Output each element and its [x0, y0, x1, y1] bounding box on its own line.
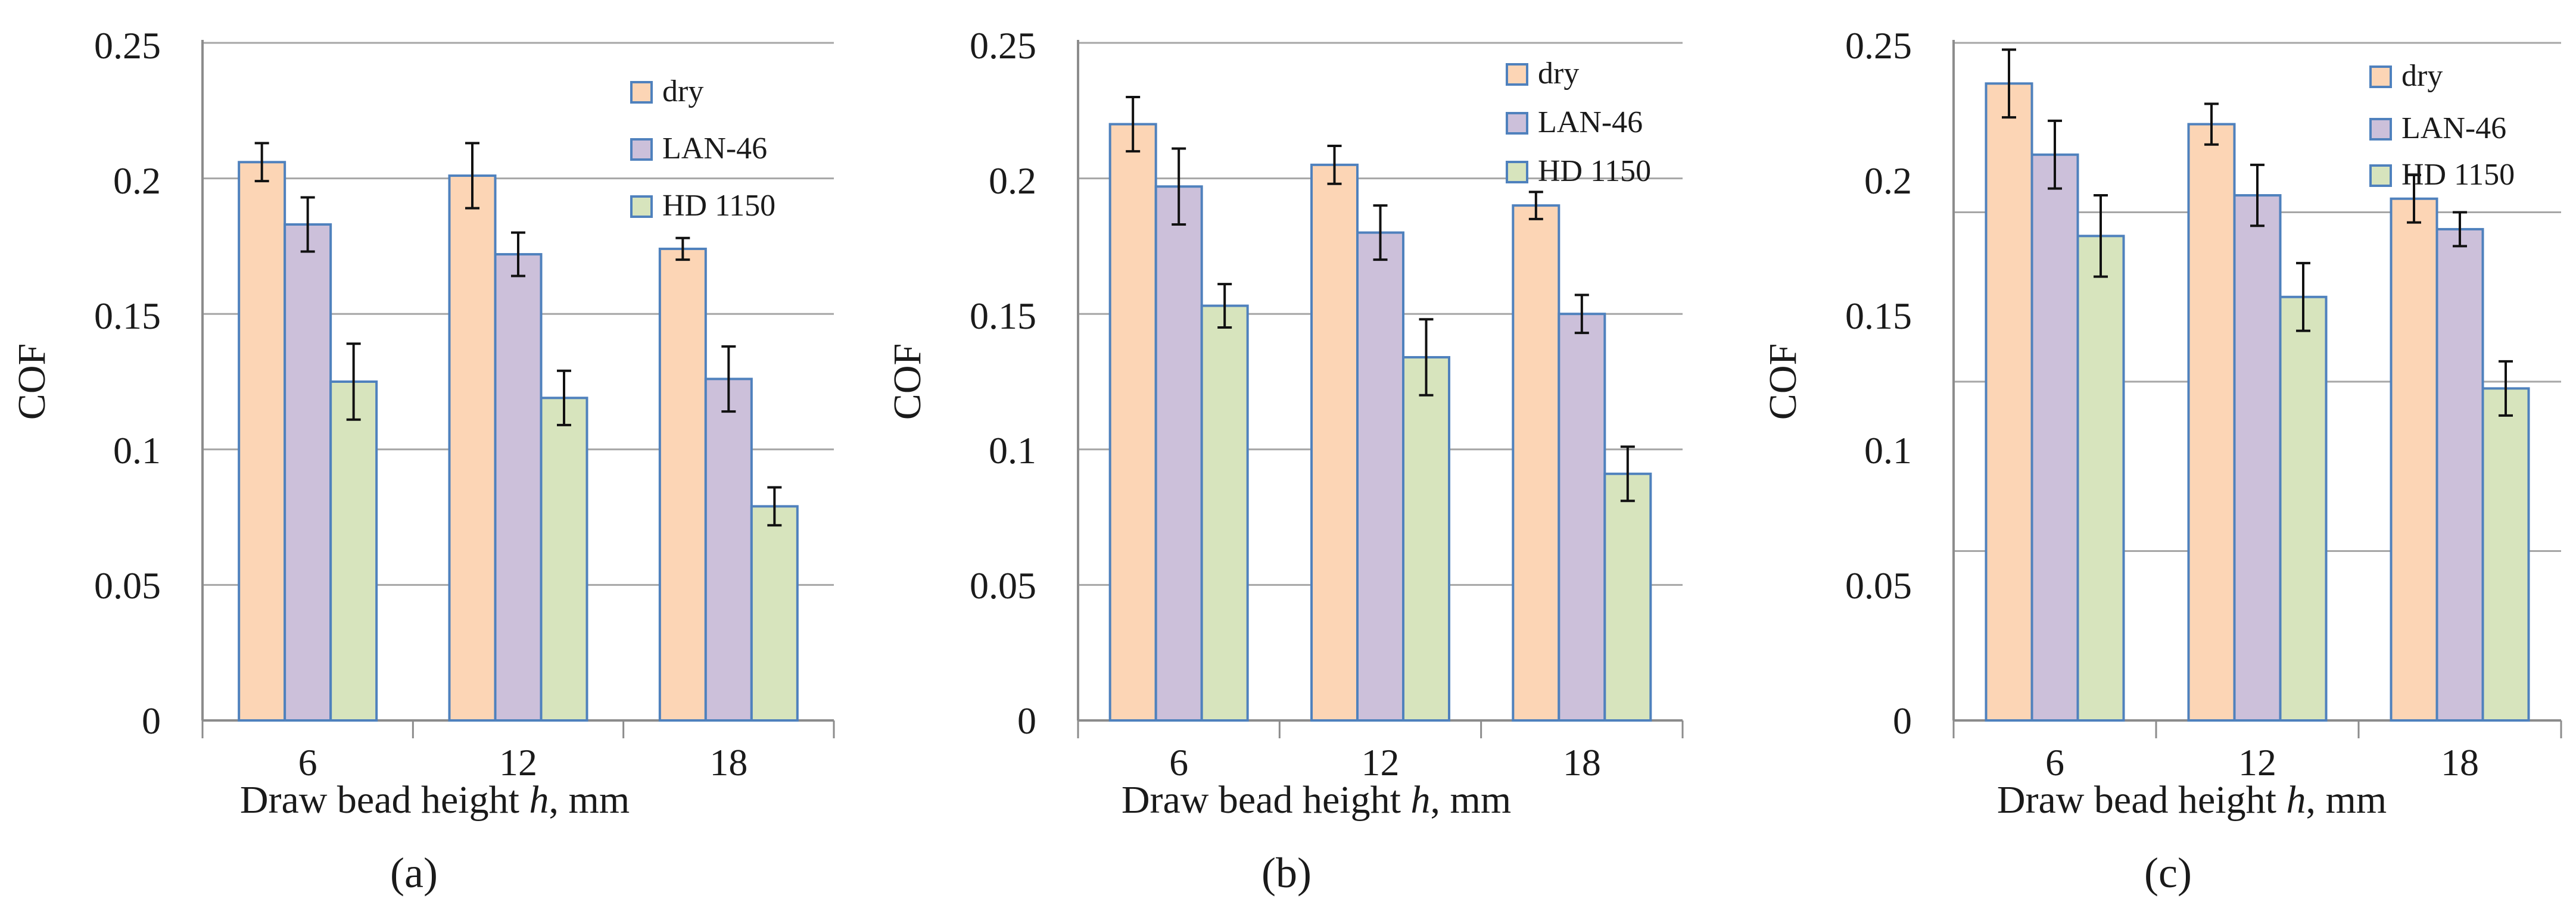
x-axis-title-suffix: , mm: [2306, 778, 2387, 822]
x-axis-title: Draw bead height h, mm: [240, 778, 630, 822]
bar-lan-46: [1558, 313, 1606, 722]
legend-swatch: [1506, 63, 1528, 86]
legend-swatch: [2369, 65, 2392, 88]
bar-hd-1150: [1603, 472, 1652, 722]
legend-label: dry: [2401, 59, 2443, 93]
legend-label: dry: [1538, 57, 1579, 91]
x-tick-label: 12: [2238, 741, 2276, 784]
y-tick-label: 0: [1017, 700, 1036, 742]
bar-hd-1150: [2279, 295, 2328, 722]
legend-label: LAN-46: [662, 132, 767, 166]
chart-panel-2: 0 0.05 0.1 0.15 0.2 0.25 COF 6 12 18 dry LAN-46 HD 1…: [886, 24, 1684, 897]
y-axis-title: COF: [10, 344, 54, 420]
x-tick-label: 6: [298, 741, 317, 784]
legend-label: HD 1150: [662, 189, 775, 223]
panel-label: (c): [2144, 849, 2192, 897]
bar-dry: [238, 161, 286, 722]
bar-lan-46: [2435, 227, 2484, 722]
x-axis-title: Draw bead height h, mm: [1122, 778, 1511, 822]
y-tick-label: 0.1: [113, 429, 161, 472]
bar-lan-46: [704, 377, 753, 722]
bar-lan-46: [494, 253, 543, 722]
x-axis-title: Draw bead height h, mm: [1997, 778, 2387, 822]
legend-label: dry: [662, 74, 703, 108]
legend-label: HD 1150: [2401, 158, 2515, 192]
legend-swatch: [2369, 164, 2392, 187]
chart-panel-3: 0 0.05 0.1 0.15 0.2 0.25 COF 6 12 18 dry LAN-46 HD 1…: [1761, 24, 2562, 897]
x-axis-title-prefix: Draw bead height: [1122, 778, 1411, 822]
y-tick-label: 0.05: [1845, 564, 1912, 607]
y-tick-label: 0.25: [94, 24, 161, 67]
bar-hd-1150: [1200, 304, 1249, 722]
legend-swatch: [630, 81, 653, 104]
bar-dry: [2187, 123, 2236, 722]
chart-panel-1: 0 0.05 0.1 0.15 0.2 0.25 COF 6 12 18 dry LAN-46 HD 1…: [10, 24, 835, 897]
legend-label: LAN-46: [1538, 105, 1643, 139]
legend-label: HD 1150: [1538, 154, 1651, 188]
bar-lan-46: [2030, 153, 2079, 722]
x-tick-label: 12: [499, 741, 537, 784]
y-tick-label: 0: [142, 700, 161, 742]
x-tick-label: 18: [1563, 741, 1601, 784]
y-tick-label: 0: [1893, 700, 1912, 742]
y-axis-title: COF: [886, 344, 929, 420]
bar-hd-1150: [329, 380, 378, 722]
legend-swatch: [1506, 112, 1528, 135]
bar-hd-1150: [750, 505, 799, 722]
x-axis-title-prefix: Draw bead height: [240, 778, 529, 822]
y-tick-label: 0.25: [970, 24, 1036, 67]
bar-lan-46: [284, 223, 332, 722]
y-axis-title: COF: [1761, 344, 1805, 420]
bar-dry: [2390, 197, 2438, 722]
bar-dry: [1108, 123, 1157, 722]
y-tick-label: 0.2: [113, 160, 161, 202]
bar-dry: [1310, 163, 1359, 722]
bar-dry: [448, 174, 497, 722]
y-tick-label: 0.05: [970, 564, 1036, 607]
y-tick-label: 0.1: [1864, 429, 1912, 472]
x-axis-title-prefix: Draw bead height: [1997, 778, 2287, 822]
y-tick-label: 0.15: [94, 295, 161, 337]
x-tick-label: 12: [1362, 741, 1400, 784]
x-tick-label: 6: [2045, 741, 2064, 784]
y-tick-label: 0.2: [1864, 160, 1912, 202]
bar-lan-46: [1154, 185, 1203, 722]
x-axis-title-suffix: , mm: [549, 778, 630, 822]
y-tick-label: 0.1: [989, 429, 1036, 472]
bar-hd-1150: [2481, 387, 2530, 722]
y-tick-label: 0.25: [1845, 24, 1912, 67]
legend-label: LAN-46: [2401, 111, 2506, 145]
legend-swatch: [2369, 118, 2392, 141]
y-tick-label: 0.2: [989, 160, 1036, 202]
y-tick-label: 0.05: [94, 564, 161, 607]
bar-dry: [1512, 204, 1560, 722]
x-axis-title-variable: h: [1410, 778, 1430, 822]
bar-lan-46: [2233, 194, 2282, 722]
x-tick-label: 18: [2441, 741, 2479, 784]
x-axis-title-suffix: , mm: [1430, 778, 1511, 822]
x-axis-title-variable: h: [529, 778, 549, 822]
bar-lan-46: [1356, 231, 1404, 722]
y-tick-label: 0.15: [970, 295, 1036, 337]
bar-dry: [658, 247, 707, 722]
legend-swatch: [630, 195, 653, 218]
legend-swatch: [630, 138, 653, 161]
legend-swatch: [1506, 161, 1528, 183]
x-tick-label: 18: [709, 741, 747, 784]
panel-label: (a): [390, 849, 438, 897]
panel-label: (b): [1261, 849, 1312, 897]
bar-hd-1150: [540, 397, 588, 722]
bar-dry: [1985, 82, 2033, 722]
y-tick-label: 0.15: [1845, 295, 1912, 337]
x-axis-title-variable: h: [2286, 778, 2306, 822]
x-tick-label: 6: [1169, 741, 1188, 784]
bar-hd-1150: [1402, 356, 1450, 722]
bar-hd-1150: [2076, 235, 2125, 722]
